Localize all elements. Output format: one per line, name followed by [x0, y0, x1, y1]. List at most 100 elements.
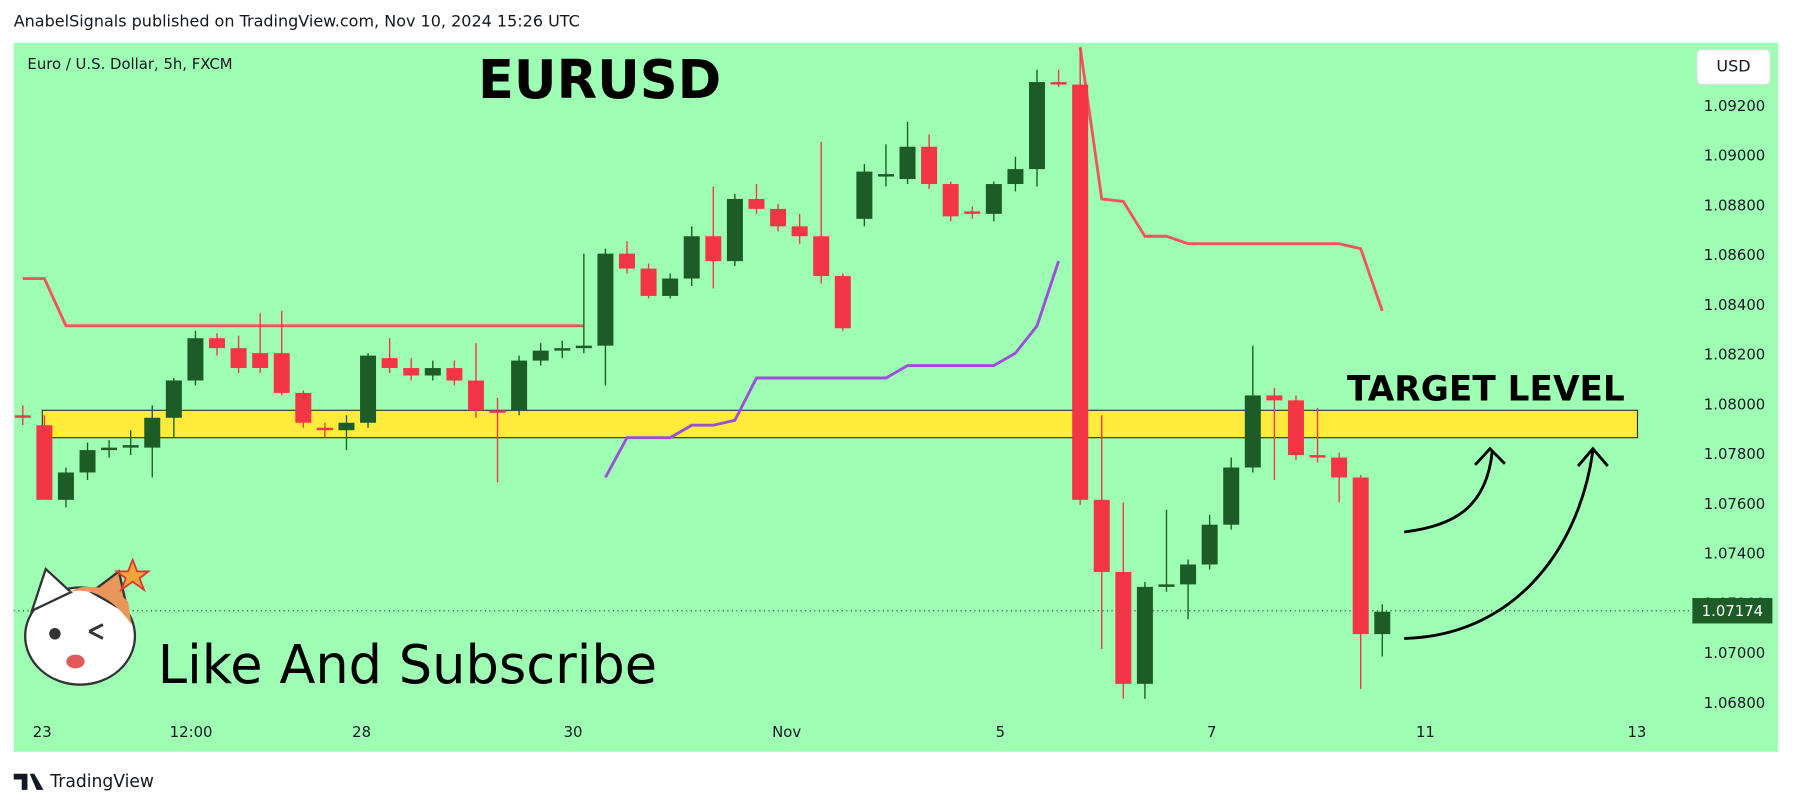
candle-body [360, 355, 377, 423]
candle-body [791, 226, 808, 237]
candle-body [489, 410, 506, 413]
x-tick-label: 12:00 [170, 723, 213, 741]
y-tick-label: 1.07800 [1704, 445, 1765, 463]
candle-body [511, 360, 528, 411]
candle-body [1115, 571, 1132, 684]
candle-body [165, 380, 182, 418]
subscribe-label: Like And Subscribe [158, 635, 657, 696]
candle-body [208, 338, 226, 349]
candle-body [1223, 467, 1240, 525]
candle-body [1158, 584, 1175, 587]
candle-body [683, 236, 700, 279]
candle-body [273, 353, 290, 393]
arrow-head [1576, 446, 1609, 468]
target-zone [41, 409, 1639, 439]
candle-body [1331, 457, 1348, 478]
candle-body [144, 417, 161, 448]
candle-body [770, 208, 787, 227]
candle-body [1287, 400, 1304, 456]
candle-body [79, 450, 96, 473]
symbol-label: Euro / U.S. Dollar, 5h, FXCM [27, 55, 232, 73]
candle-body [640, 268, 657, 296]
candle-body [726, 198, 743, 262]
candle-body [964, 211, 981, 214]
candle-body [834, 276, 851, 329]
candle-body [122, 445, 139, 448]
candle-body [705, 236, 722, 262]
candle-body [532, 350, 549, 361]
tradingview-logo [13, 773, 44, 790]
candle-body [295, 392, 312, 423]
candle-body [856, 171, 873, 219]
y-tick-label: 1.06800 [1704, 694, 1765, 712]
candle-body [1309, 455, 1326, 458]
candle-body [57, 472, 74, 500]
candle-body [1007, 169, 1024, 185]
candle-body [1029, 82, 1046, 170]
arrow [1404, 450, 1494, 534]
last-price-box [1692, 598, 1773, 624]
header: AnabelSignals published on TradingView.c… [14, 11, 580, 30]
candle-body [1136, 586, 1153, 684]
candle-body [1072, 84, 1089, 500]
candle-body [1266, 395, 1283, 401]
candle-body [985, 184, 1002, 214]
y-tick-label: 1.07600 [1704, 495, 1765, 513]
candle-body [1374, 611, 1391, 635]
chart-title: EURUSD [478, 50, 721, 111]
candle-body [446, 368, 463, 381]
candle-body [36, 425, 53, 500]
x-tick-label: 7 [1207, 723, 1216, 741]
candle-body [942, 184, 959, 217]
candle-body [899, 146, 916, 180]
candle-body [252, 353, 269, 369]
x-tick-label: 13 [1627, 723, 1646, 741]
candle-body [316, 427, 333, 431]
candle-body [338, 422, 355, 431]
currency-label: USD [1716, 57, 1750, 76]
candle-body [230, 348, 247, 369]
candle-body [575, 345, 592, 349]
currency-button[interactable] [1696, 49, 1771, 86]
y-tick-label: 1.09000 [1704, 147, 1765, 165]
y-tick-label: 1.08600 [1704, 246, 1765, 264]
candle-body [1093, 499, 1110, 572]
x-tick-label: 5 [996, 723, 1005, 741]
candle-body [1244, 395, 1261, 468]
candle-body [467, 380, 484, 411]
footer-brand: TradingView [49, 772, 154, 792]
candle-body [1201, 524, 1218, 565]
candle-body [424, 368, 441, 376]
arrow [1404, 450, 1595, 640]
x-tick-label: Nov [772, 723, 801, 741]
candle-body [597, 253, 614, 346]
candle-body [1352, 477, 1369, 635]
candle-body [877, 174, 894, 177]
candle-body [748, 198, 765, 209]
x-tick-label: 30 [564, 723, 583, 741]
candle-body [14, 415, 31, 418]
candle-body [662, 278, 679, 296]
x-tick-label: 23 [33, 723, 52, 741]
y-tick-label: 1.08400 [1704, 296, 1765, 314]
candle-body [187, 338, 204, 381]
x-tick-label: 28 [352, 723, 371, 741]
candle-body [381, 358, 398, 369]
candle-body [921, 146, 938, 185]
indicator-line [604, 260, 1060, 479]
indicator-line [22, 47, 1384, 328]
cat-sticker [24, 557, 152, 686]
y-tick-label: 1.07400 [1704, 544, 1765, 562]
arrow-head [1474, 446, 1506, 466]
y-tick-label: 1.08000 [1704, 395, 1765, 413]
y-tick-label: 1.07000 [1704, 644, 1765, 662]
candle-body [101, 447, 118, 451]
candle-body [554, 348, 571, 351]
candle-body [1050, 82, 1067, 85]
target-label: TARGET LEVEL [1347, 369, 1625, 409]
candle-body [403, 368, 420, 376]
candle-body [813, 236, 830, 277]
y-tick-label: 1.09200 [1704, 97, 1765, 115]
